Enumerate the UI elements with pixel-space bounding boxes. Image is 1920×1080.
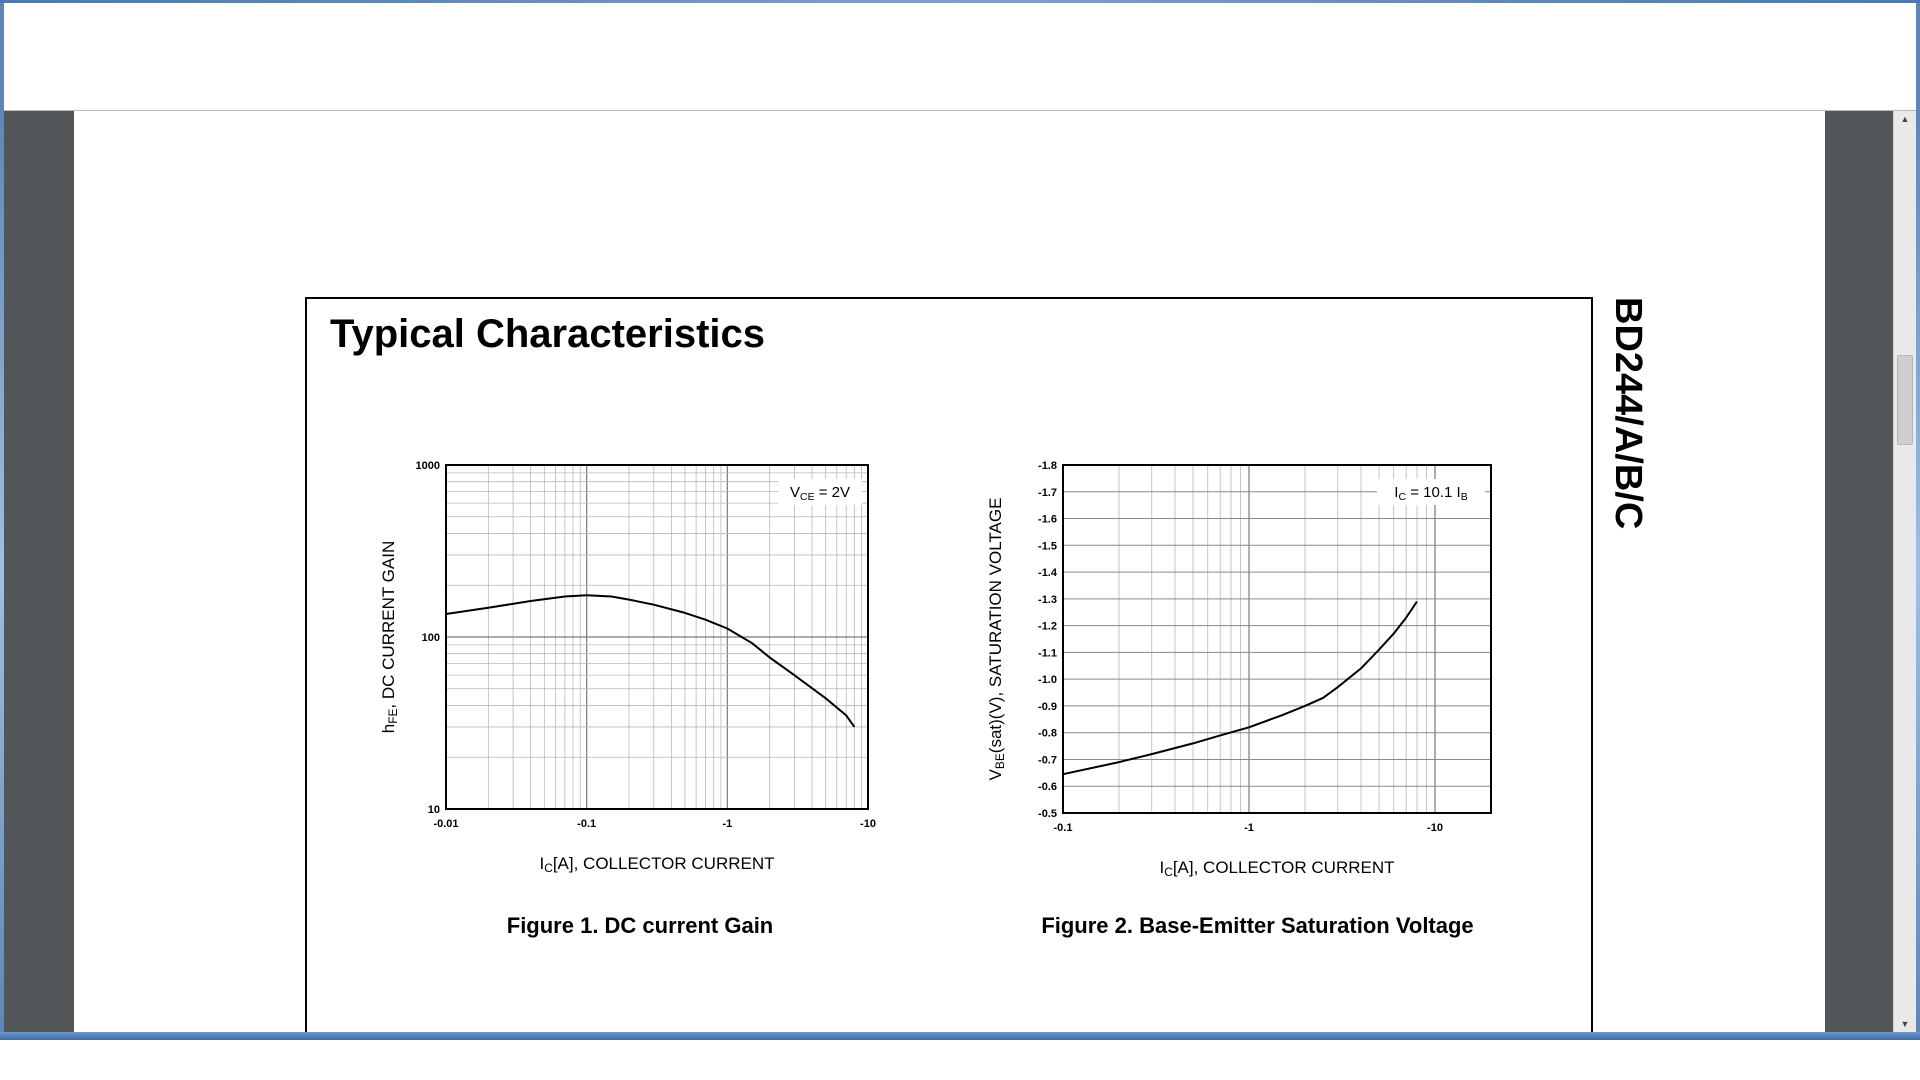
x-tick-label: -0.1	[1054, 822, 1073, 834]
scroll-down-arrow-icon[interactable]: ▼	[1900, 1019, 1910, 1029]
toolbar-area	[4, 3, 1916, 111]
chart-2: -0.1 -1 -10 -0.5 -0.6 -0.7 -0.8 -0.9 -1.0 -1.1 -1.…	[986, 460, 1492, 879]
annotation-background	[778, 479, 862, 505]
chart-annotation: VCE = 2V	[790, 484, 850, 503]
x-tick-label: -10	[860, 818, 876, 830]
y-tick-label: 100	[422, 632, 440, 644]
window-right-border	[1916, 111, 1920, 1032]
y-tick-label: -0.5	[1038, 808, 1057, 820]
x-axis-label: IC[A], COLLECTOR CURRENT	[1160, 858, 1395, 879]
x-axis-label: IC[A], COLLECTOR CURRENT	[540, 854, 775, 875]
y-tick-label: 1000	[416, 460, 440, 472]
section-title: Typical Characteristics	[330, 312, 766, 356]
document-viewer[interactable]	[4, 111, 1893, 1032]
y-tick-label: -0.9	[1038, 701, 1057, 713]
y-axis-label: hFE, DC CURRENT GAIN	[379, 541, 400, 733]
vertical-scrollbar[interactable]: ▲ ▼	[1893, 111, 1916, 1032]
y-tick-label: -0.8	[1038, 728, 1057, 740]
chart-annotation: IC = 10.1 IB	[1394, 484, 1467, 503]
plot-frame	[445, 464, 869, 810]
chart-1: -0.01 -0.1 -1 -10 10 100 1000 IC[A], COLLECTOR …	[379, 460, 876, 875]
y-tick-label: -1.6	[1038, 514, 1057, 526]
plot-frame	[1062, 464, 1492, 814]
y-tick-label: -1.0	[1038, 674, 1057, 686]
figure2-caption: Figure 2. Base-Emitter Saturation Voltag…	[1041, 913, 1474, 938]
y-tick-label: -1.7	[1038, 487, 1057, 499]
series-line	[1062, 600, 1418, 776]
figure1-caption: Figure 1. DC current Gain	[506, 913, 774, 938]
x-tick-label: -0.1	[577, 818, 596, 830]
window-left-border	[0, 111, 4, 1032]
annotation-background	[1377, 479, 1485, 505]
scrollbar-thumb[interactable]	[1897, 355, 1913, 445]
y-tick-label: -1.4	[1038, 567, 1058, 579]
y-tick-label: -0.6	[1038, 781, 1057, 793]
y-tick-label: -1.5	[1038, 540, 1057, 552]
x-tick-label: -10	[1427, 822, 1443, 834]
side-title: BD244/A/B/C	[1607, 297, 1649, 530]
x-tick-label: -0.01	[433, 818, 458, 830]
x-tick-label: -1	[722, 818, 732, 830]
charts-layer: -0.01 -0.1 -1 -10 10 100 1000 IC[A], COLLECTOR …	[379, 460, 1492, 879]
x-tick-label: -1	[1244, 822, 1254, 834]
window-bottom-border	[0, 1032, 1920, 1040]
content-frame	[305, 297, 1593, 1037]
series-line	[445, 594, 856, 728]
y-tick-label: -1.3	[1038, 594, 1057, 606]
y-axis-label: VBE(sat)(V), SATURATION VOLTAGE	[986, 498, 1007, 781]
scroll-up-arrow-icon[interactable]: ▲	[1900, 114, 1910, 124]
window-top-border	[0, 0, 1920, 3]
y-tick-label: -1.2	[1038, 621, 1057, 633]
y-tick-label: -1.1	[1038, 647, 1057, 659]
y-tick-label: 10	[428, 804, 440, 816]
y-tick-label: -1.8	[1038, 460, 1057, 472]
document-page	[74, 111, 1825, 1032]
y-tick-label: -0.7	[1038, 754, 1057, 766]
